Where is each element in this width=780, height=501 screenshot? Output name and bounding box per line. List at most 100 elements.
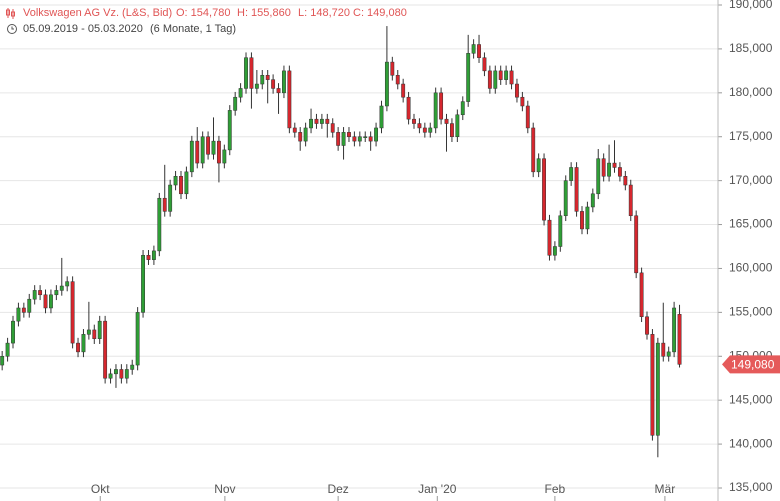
candle-body [38, 290, 43, 296]
candle-body [498, 70, 503, 80]
candle-body [487, 70, 492, 89]
candle-body [455, 114, 460, 137]
candle-body [623, 175, 628, 186]
candle-body [189, 140, 194, 173]
x-tick-label: Okt [91, 482, 110, 496]
candle-body [238, 88, 243, 98]
candle-body [357, 136, 362, 142]
candle-body [254, 83, 259, 89]
candle-body [617, 167, 622, 177]
candle-body [206, 136, 211, 155]
candle-body [5, 342, 10, 357]
candle-body [406, 96, 411, 120]
candle-body [460, 101, 465, 116]
candle-body [265, 75, 270, 80]
candle-body [417, 123, 422, 129]
candle-body [271, 79, 276, 89]
candle-body [59, 285, 64, 291]
period: (6 Monate, 1 Tag) [150, 23, 236, 35]
candle-body [11, 320, 15, 344]
candle-body [157, 197, 162, 252]
candle-body [655, 342, 660, 436]
candle-body [141, 255, 145, 313]
chart-title: Volkswagen AG Vz. (L&S, Bid) [23, 7, 172, 19]
candle-body [195, 140, 200, 164]
candle-body [97, 320, 102, 339]
candle-body [412, 118, 416, 124]
candle-body [477, 44, 481, 58]
x-tick-label: Dez [327, 482, 348, 496]
candle-body [319, 118, 324, 124]
ohlc-low: L: 148,720 [298, 7, 350, 19]
candle-body [368, 136, 373, 142]
y-tick-label: 140,000 [729, 436, 773, 450]
candle-body [282, 70, 286, 94]
candle-body [450, 123, 454, 137]
candle-body [363, 136, 368, 138]
candle-body [531, 127, 536, 173]
candle-body [70, 281, 75, 344]
candle-body [563, 180, 568, 217]
candle-body [43, 294, 48, 309]
candle-body [135, 312, 140, 366]
candle-body [509, 70, 514, 85]
y-tick-label: 135,000 [729, 480, 773, 494]
candle-body [16, 307, 21, 322]
candle-body [276, 88, 281, 94]
candle-body [428, 127, 433, 133]
candle-body [558, 215, 563, 247]
candle-body [233, 96, 238, 111]
y-tick-label: 145,000 [729, 392, 773, 406]
y-tick-label: 155,000 [729, 305, 773, 319]
candle-body [525, 105, 530, 129]
candle-body [536, 158, 541, 173]
candle-body [466, 53, 471, 102]
candle-body [162, 197, 167, 212]
candle-body [65, 281, 70, 287]
candle-body [634, 215, 639, 274]
candle-body [585, 206, 590, 230]
candle-body [124, 369, 129, 379]
y-tick-label: 160,000 [729, 261, 773, 275]
candle-body [596, 158, 601, 195]
candle-body [260, 75, 265, 85]
candle-body [227, 110, 232, 151]
candle-body [661, 342, 666, 357]
candle-body [287, 70, 292, 129]
y-tick-label: 175,000 [729, 129, 773, 143]
candle-body [92, 329, 97, 339]
candle-body [249, 57, 254, 89]
candle-body [86, 329, 91, 335]
candle-body [108, 373, 113, 379]
last-price-badge [722, 355, 780, 374]
candle-body [374, 127, 378, 142]
candle-body [672, 307, 677, 353]
grid [0, 4, 718, 489]
candle-body [628, 184, 633, 217]
candle-body [390, 61, 395, 76]
y-tick-label: 165,000 [729, 217, 773, 231]
candle-body [179, 175, 183, 195]
clock-hands [11, 26, 14, 30]
candle-body [352, 136, 357, 142]
candle-body [49, 294, 53, 309]
candle-body [103, 320, 108, 379]
candle-body [168, 184, 173, 212]
candle-body [639, 272, 644, 318]
candle-body [309, 118, 313, 129]
candle-body [130, 364, 135, 370]
x-tick-label: Jan '20 [418, 482, 457, 496]
candle-body [292, 127, 297, 133]
candle-body [384, 61, 389, 107]
candle-body [590, 193, 595, 208]
y-tick-label: 170,000 [729, 173, 773, 187]
candle-body [607, 162, 612, 177]
candle-body [569, 167, 574, 181]
candle-body [580, 211, 584, 230]
candle-body [303, 127, 308, 142]
candle-body [336, 132, 341, 146]
clock-icon [7, 24, 17, 34]
candle-body [244, 57, 248, 89]
candle-body [330, 123, 335, 133]
